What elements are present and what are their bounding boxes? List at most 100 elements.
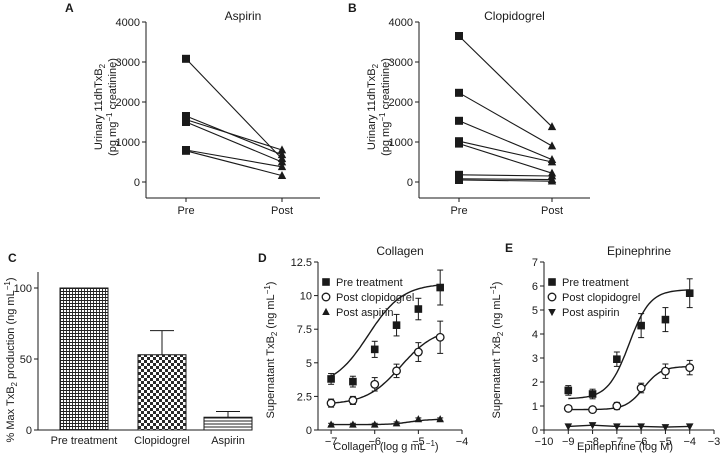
panel-letter: E — [505, 241, 513, 255]
circle-marker — [326, 398, 336, 408]
y-axis-label: Supernatant TxB2​ (ng mL−1​) — [489, 282, 505, 419]
x-tick-label: −9 — [562, 436, 575, 448]
bar — [137, 354, 187, 431]
square-marker — [327, 375, 335, 383]
y-tick-label: 10 — [300, 291, 312, 303]
y-tick-label: 100 — [14, 283, 32, 295]
triangle-marker — [392, 419, 401, 427]
triangle-marker — [547, 176, 557, 185]
series-line — [330, 284, 441, 377]
square-marker — [455, 32, 463, 40]
square-marker — [455, 88, 463, 97]
square-marker — [182, 54, 190, 63]
y-tick-label: 2000 — [389, 97, 413, 109]
y-tick-label: 3 — [532, 353, 538, 365]
triangle-marker — [277, 162, 287, 171]
y-tick-label: 0 — [134, 177, 140, 189]
series-line — [568, 424, 690, 428]
paired-line — [458, 174, 553, 177]
circle-marker — [563, 403, 573, 413]
triangle-marker — [436, 415, 444, 423]
paired-line — [185, 149, 283, 168]
panel-letter: B — [348, 1, 357, 15]
legend-label: Post aspirin — [562, 307, 619, 319]
paired-line — [458, 120, 553, 161]
triangle-marker — [414, 415, 423, 423]
triangle-marker — [277, 145, 287, 154]
x-tick-label: −5 — [659, 436, 672, 448]
chart-title: Clopidogrel — [484, 9, 545, 23]
y-tick-label: 3000 — [116, 57, 140, 69]
square-marker — [455, 176, 463, 184]
square-marker — [548, 278, 556, 286]
x-tick-label: Aspirin — [211, 435, 245, 447]
circle-marker — [636, 383, 646, 393]
tri-down-marker — [661, 424, 670, 432]
y-tick-label: 0 — [407, 177, 413, 189]
circle-marker — [392, 366, 401, 376]
square-marker — [613, 355, 621, 363]
tri-down-marker — [685, 423, 694, 431]
x-tick-label: −7 — [325, 436, 338, 448]
x-tick-label: Post — [541, 205, 563, 217]
paired-line — [185, 58, 283, 160]
panel-letter: D — [258, 251, 267, 265]
y-tick-label: 4 — [532, 329, 538, 341]
y-tick-label: 2000 — [116, 97, 140, 109]
y-tick-label: 7 — [532, 257, 538, 269]
tri-down-marker — [548, 308, 556, 317]
bar — [203, 416, 253, 431]
y-tick-label: 0 — [532, 425, 538, 437]
circle-marker — [685, 363, 695, 373]
legend-label: Post aspirin — [336, 307, 393, 319]
y-tick-label: 1000 — [389, 137, 413, 149]
circle-marker — [612, 401, 622, 411]
square-marker — [564, 386, 573, 395]
paired-line — [185, 121, 283, 163]
paired-line — [458, 35, 553, 128]
x-axis-label: Collagen (log g mL−1​) — [333, 439, 438, 453]
y-tick-label: 12.5 — [291, 257, 312, 269]
x-tick-label: Pre treatment — [51, 435, 118, 447]
square-marker — [685, 289, 694, 297]
circle-marker — [321, 292, 331, 302]
x-tick-label: −4 — [456, 436, 469, 448]
series-line — [568, 289, 690, 400]
triangle-marker — [322, 307, 330, 316]
panel-letter: A — [65, 1, 74, 15]
square-marker — [588, 390, 597, 398]
triangle-marker — [349, 420, 357, 428]
paired-line — [185, 115, 283, 156]
series-line — [331, 334, 441, 404]
x-tick-label: −10 — [535, 436, 554, 448]
y-axis-label-units: (pg mg−1​ creatinine) — [105, 58, 119, 156]
y-axis-label: Urinary 11dhTxB2​ — [93, 63, 107, 150]
x-tick-label: −6 — [635, 436, 648, 448]
triangle-marker — [277, 150, 287, 159]
chart-title: Epinephrine — [607, 244, 671, 258]
y-tick-label: 3000 — [389, 57, 413, 69]
y-axis-label: Urinary 11dhTxB2​ — [366, 63, 380, 150]
triangle-marker — [547, 157, 557, 166]
circle-marker — [435, 332, 445, 342]
tri-down-marker — [613, 423, 621, 431]
series-line — [331, 418, 441, 426]
paired-line — [185, 119, 283, 151]
square-marker — [637, 321, 645, 330]
square-marker — [661, 315, 670, 324]
y-tick-label: 7.5 — [297, 324, 312, 336]
paired-line — [458, 143, 553, 174]
y-tick-label: 1 — [532, 401, 538, 413]
chart-panel-d: D 0 2.5 5 7.5 10 12.5 −7 −6 −5 −4 Collagen Collagen … — [258, 244, 468, 453]
y-tick-label: 2 — [532, 377, 538, 389]
y-tick-label: 2.5 — [297, 391, 312, 403]
x-tick-label: Post — [271, 205, 293, 217]
tri-down-marker — [637, 423, 645, 431]
chart-panel-e: E 0 1 2 3 4 5 6 7 −10 −9 −8 −7 −6 −5 −4 −3 Epinephrine Epi… — [489, 241, 720, 453]
y-axis-label: Supernatant TxB2​ (ng mL−1​) — [263, 282, 279, 419]
x-tick-label: −5 — [412, 436, 425, 448]
x-axis-label: Epinephrine (log M) — [577, 441, 673, 453]
y-tick-label: 4000 — [389, 17, 413, 29]
x-tick-label: Pre — [177, 205, 194, 217]
legend-label: Post clopidogrel — [562, 292, 640, 304]
